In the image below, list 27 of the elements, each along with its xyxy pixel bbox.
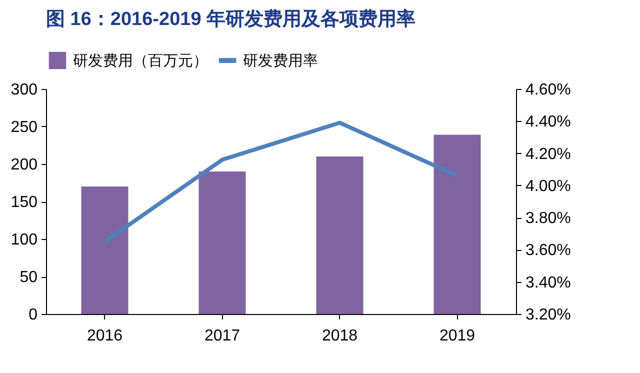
legend-label: 研发费用（百万元）	[73, 52, 208, 70]
y2-tick-label: 3.60%	[526, 242, 571, 260]
y2-tick-label: 3.40%	[526, 274, 571, 292]
y2-tick-label: 3.20%	[526, 306, 571, 324]
x-tick-label: 2017	[204, 328, 240, 344]
y-tick-label: 50	[20, 269, 38, 286]
y2-tick-label: 3.80%	[526, 210, 571, 228]
x-tick-label: 2016	[86, 328, 123, 344]
chart-title: 图 16：2016-2019 年研发费用及各项费用率	[46, 8, 416, 30]
y2-tick-label: 4.40%	[526, 114, 571, 131]
bar	[434, 134, 481, 314]
bar	[198, 172, 246, 314]
y-tick-label: 100	[10, 232, 38, 248]
line-series	[102, 120, 460, 244]
x-tick-label: 2018	[322, 328, 358, 344]
y2-tick-label: 4.60%	[526, 82, 571, 98]
y-tick-label: 200	[10, 156, 38, 174]
y-tick-label: 150	[10, 194, 38, 211]
bar	[81, 186, 128, 314]
y-tick-label: 250	[10, 119, 38, 136]
bar	[316, 156, 364, 314]
x-tick-label: 2019	[439, 328, 476, 344]
y-tick-label: 300	[10, 82, 38, 98]
legend-label: 研发费用率	[243, 52, 318, 70]
y-tick-label: 0	[28, 306, 38, 324]
y2-tick-label: 4.20%	[526, 146, 571, 163]
y2-tick-label: 4.00%	[526, 178, 571, 195]
